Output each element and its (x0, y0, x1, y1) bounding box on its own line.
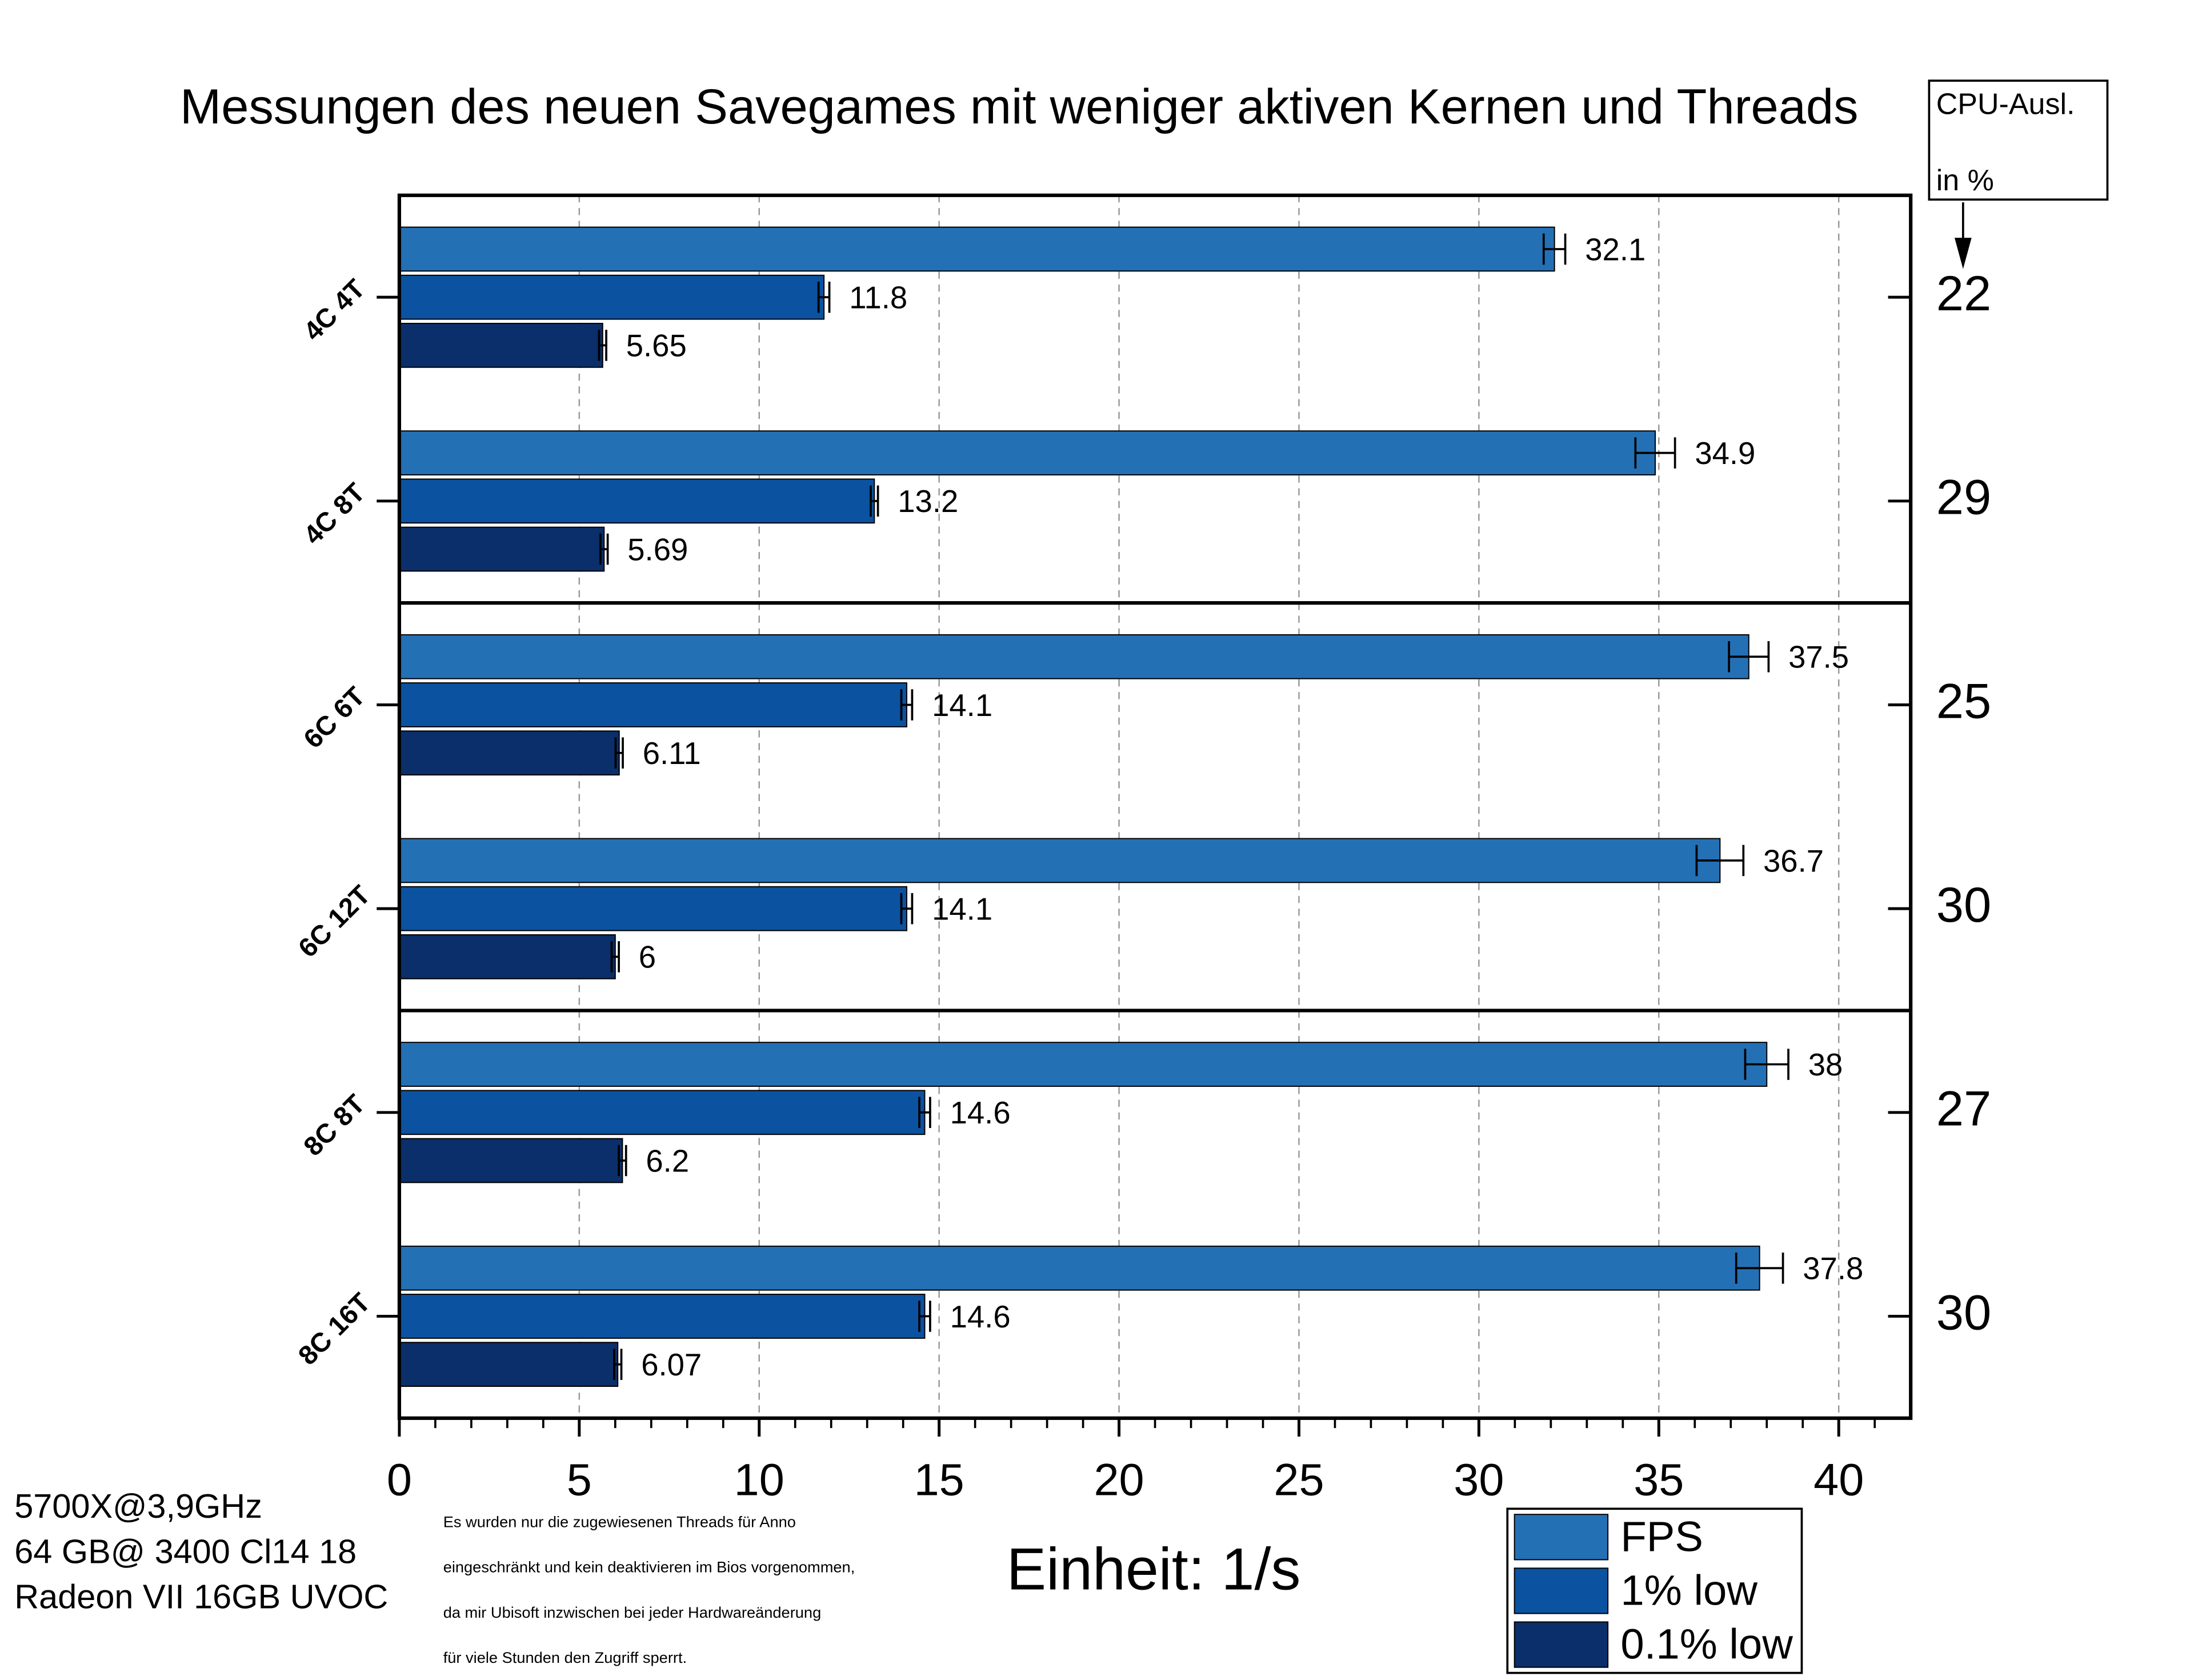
legend-swatch (1514, 1621, 1609, 1668)
note: Es wurden nur die zugewiesenen Threads f… (443, 1513, 796, 1530)
bar (398, 634, 1749, 679)
bar (398, 730, 620, 776)
cpu-usage: 29 (1936, 470, 1991, 525)
note: für viele Stunden den Zugriff sperrt. (443, 1649, 687, 1666)
bar (398, 526, 605, 572)
cpu-usage: 22 (1936, 266, 1991, 321)
bar (398, 1342, 619, 1387)
value-label: 32.1 (1585, 232, 1646, 267)
legend-label: 1% low (1620, 1567, 1757, 1614)
y-tick-label: 6C 6T (298, 681, 371, 754)
note: da mir Ubisoft inzwischen bei jeder Hard… (443, 1603, 822, 1621)
cpu-usage: 30 (1936, 878, 1991, 933)
value-label: 11.8 (849, 280, 907, 315)
cpu-header: CPU-Ausl. (1936, 87, 2075, 121)
bar (398, 1294, 926, 1339)
value-label: 6.2 (646, 1143, 689, 1178)
value-label: 5.65 (626, 329, 687, 363)
cpu-usage: 30 (1936, 1285, 1991, 1340)
bar (398, 322, 603, 368)
x-tick-label: 25 (1274, 1454, 1324, 1505)
value-label: 36.7 (1763, 843, 1824, 878)
value-label: 38 (1808, 1047, 1843, 1082)
value-label: 5.69 (627, 532, 688, 567)
y-tick-label: 6C 12T (292, 879, 376, 963)
value-label: 37.8 (1803, 1251, 1863, 1286)
x-tick-label: 10 (734, 1454, 784, 1505)
value-label: 14.6 (950, 1095, 1011, 1130)
chart-title: Messungen des neuen Savegames mit wenige… (180, 79, 1858, 134)
bar (398, 682, 907, 727)
cpu-header: in % (1936, 164, 1994, 197)
y-tick-label: 8C 8T (298, 1088, 371, 1161)
x-tick-label: 35 (1634, 1454, 1684, 1505)
cpu-usage: 25 (1936, 674, 1991, 729)
x-tick-label: 30 (1454, 1454, 1504, 1505)
legend-swatch (1514, 1514, 1609, 1561)
legend-label: FPS (1620, 1513, 1703, 1560)
cpu-usage: 27 (1936, 1082, 1991, 1137)
bar (398, 1245, 1760, 1291)
bar (398, 1042, 1768, 1087)
value-label: 14.6 (950, 1299, 1011, 1334)
y-tick-label: 4C 8T (298, 477, 371, 550)
system-info: Radeon VII 16GB UVOC (14, 1578, 388, 1616)
value-label: 13.2 (898, 484, 958, 519)
plot-frame (397, 193, 1913, 1420)
x-tick-label: 15 (914, 1454, 964, 1505)
value-label: 6.07 (641, 1347, 702, 1382)
bar (398, 1090, 926, 1135)
value-label: 37.5 (1788, 640, 1849, 675)
x-tick-label: 40 (1813, 1454, 1864, 1505)
y-tick-label: 4C 4T (298, 273, 371, 346)
legend-label: 0.1% low (1620, 1621, 1793, 1668)
bar (398, 430, 1656, 475)
system-info: 64 GB@ 3400 Cl14 18 (14, 1532, 357, 1570)
cpu-arrow-head (1954, 238, 1972, 269)
x-tick-label: 5 (567, 1454, 592, 1505)
y-tick-label: 8C 16T (292, 1287, 376, 1371)
system-info: 5700X@3,9GHz (14, 1487, 262, 1525)
bar (398, 934, 616, 979)
bar (398, 274, 825, 320)
x-tick-label: 20 (1094, 1454, 1144, 1505)
value-label: 14.1 (932, 891, 992, 926)
legend-swatch (1514, 1567, 1609, 1614)
x-tick-label: 0 (387, 1454, 412, 1505)
bar (398, 1138, 623, 1183)
value-label: 34.9 (1695, 436, 1755, 471)
value-label: 6.11 (643, 736, 701, 771)
x-axis-label: Einheit: 1/s (1007, 1537, 1301, 1603)
note: eingeschränkt und kein deaktivieren im B… (443, 1558, 855, 1576)
bar (398, 886, 907, 931)
value-label: 14.1 (932, 688, 992, 723)
value-label: 6 (639, 940, 656, 975)
bar (398, 226, 1555, 272)
bar (398, 838, 1721, 883)
bar (398, 478, 875, 524)
cpu-header-box (1928, 79, 2109, 201)
